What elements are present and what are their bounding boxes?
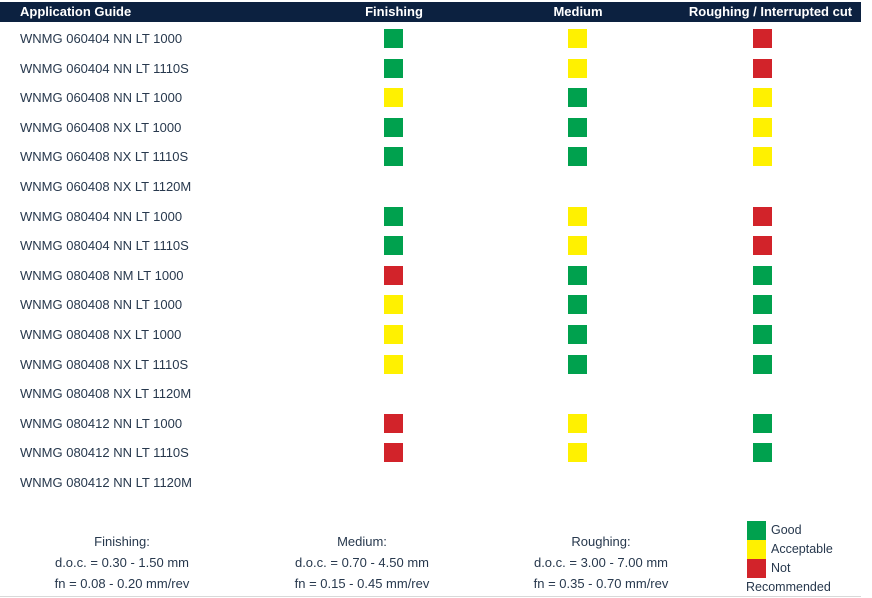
- table-row: WNMG 060404 NN LT 1110S: [0, 54, 872, 84]
- rating-square-medium: [568, 443, 587, 463]
- legend-label-not: Not: [771, 561, 791, 575]
- legend-square-not-recommended: [747, 559, 766, 578]
- table-row: WNMG 080404 NN LT 1000: [0, 202, 872, 232]
- rating-square-roughing: [753, 443, 772, 463]
- header-finishing: Finishing: [365, 4, 423, 19]
- insert-name: WNMG 080408 NX LT 1000: [20, 326, 182, 342]
- insert-name: WNMG 060408 NX LT 1000: [20, 119, 182, 135]
- insert-name: WNMG 080404 NN LT 1110S: [20, 238, 189, 254]
- rating-square-medium: [568, 117, 587, 137]
- insert-name: WNMG 060404 NN LT 1110S: [20, 60, 189, 76]
- insert-name: WNMG 060408 NN LT 1000: [20, 90, 183, 106]
- rating-square-finishing: [384, 295, 403, 315]
- insert-name: WNMG 080408 NX LT 1110S: [20, 356, 189, 372]
- legend-label-good: Good: [771, 523, 802, 537]
- table-row: WNMG 080412 NN LT 1110S: [0, 438, 872, 468]
- table-row: WNMG 060408 NX LT 1110S: [0, 142, 872, 172]
- table-row: WNMG 080404 NN LT 1110S: [0, 231, 872, 261]
- rating-square-medium: [568, 236, 587, 256]
- legend-label-acceptable: Acceptable: [771, 542, 833, 556]
- rating-square-finishing: [384, 147, 403, 167]
- rating-square-medium: [568, 295, 587, 315]
- insert-name: WNMG 080408 NN LT 1000: [20, 297, 183, 313]
- note-doc: d.o.c. = 3.00 - 7.00 mm: [533, 555, 669, 570]
- table-row: WNMG 060408 NX LT 1120M: [0, 172, 872, 202]
- table-row: WNMG 080412 NN LT 1120M: [0, 468, 872, 498]
- rating-square-medium: [568, 324, 587, 344]
- note-fn: fn = 0.08 - 0.20 mm/rev: [54, 576, 190, 591]
- rating-square-finishing: [384, 117, 403, 137]
- rating-square-medium: [568, 58, 587, 78]
- rating-square-finishing: [384, 236, 403, 256]
- rating-square-roughing: [753, 354, 772, 374]
- rating-square-roughing: [753, 117, 772, 137]
- table-row: WNMG 080408 NX LT 1120M: [0, 379, 872, 409]
- rating-square-finishing: [384, 29, 403, 48]
- header-application-guide: Application Guide: [20, 4, 132, 19]
- rating-square-medium: [568, 354, 587, 374]
- rating-square-medium: [568, 29, 587, 48]
- rating-square-roughing: [753, 265, 772, 285]
- rating-square-medium: [568, 147, 587, 167]
- note-fn: fn = 0.15 - 0.45 mm/rev: [294, 576, 430, 591]
- rating-square-finishing: [384, 443, 403, 463]
- rating-square-roughing: [753, 147, 772, 167]
- table-row: WNMG 060408 NN LT 1000: [0, 83, 872, 113]
- table-header: Application Guide Finishing Medium Rough…: [0, 2, 861, 22]
- header-roughing: Roughing / Interrupted cut: [688, 4, 853, 19]
- medium-parameters-note: Medium: d.o.c. = 0.70 - 4.50 mm fn = 0.1…: [252, 531, 472, 594]
- rating-square-roughing: [753, 88, 772, 108]
- note-doc: d.o.c. = 0.70 - 4.50 mm: [294, 555, 430, 570]
- rating-square-roughing: [753, 413, 772, 433]
- rating-square-roughing: [753, 58, 772, 78]
- insert-name: WNMG 060404 NN LT 1000: [20, 31, 183, 46]
- note-title: Finishing:: [94, 534, 150, 549]
- header-medium: Medium: [553, 4, 603, 19]
- table-row: WNMG 060404 NN LT 1000: [0, 24, 872, 54]
- rating-square-medium: [568, 265, 587, 285]
- note-title: Roughing:: [571, 534, 631, 549]
- finishing-parameters-note: Finishing: d.o.c. = 0.30 - 1.50 mm fn = …: [12, 531, 232, 594]
- rating-square-finishing: [384, 88, 403, 108]
- insert-name: WNMG 080412 NN LT 1110S: [20, 445, 189, 461]
- legend-square-good: [747, 521, 766, 540]
- rating-square-finishing: [384, 265, 403, 285]
- table-row: WNMG 080408 NN LT 1000: [0, 290, 872, 320]
- rating-square-roughing: [753, 324, 772, 344]
- note-doc: d.o.c. = 0.30 - 1.50 mm: [54, 555, 190, 570]
- note-title: Medium:: [337, 534, 387, 549]
- roughing-parameters-note: Roughing: d.o.c. = 3.00 - 7.00 mm fn = 0…: [491, 531, 711, 594]
- rating-square-finishing: [384, 324, 403, 344]
- insert-name: WNMG 060408 NX LT 1120M: [20, 178, 192, 194]
- table-row: WNMG 060408 NX LT 1000: [0, 113, 872, 143]
- table-row: WNMG 080408 NX LT 1110S: [0, 350, 872, 380]
- rating-square-medium: [568, 88, 587, 108]
- insert-name: WNMG 080412 NN LT 1120M: [20, 474, 192, 490]
- note-fn: fn = 0.35 - 0.70 mm/rev: [533, 576, 669, 591]
- legend-square-acceptable: [747, 540, 766, 559]
- rating-square-medium: [568, 206, 587, 226]
- bottom-divider: [0, 596, 861, 597]
- rating-square-finishing: [384, 58, 403, 78]
- table-row: WNMG 080412 NN LT 1000: [0, 409, 872, 439]
- table-body: WNMG 060404 NN LT 1000 WNMG 060404 NN LT…: [0, 24, 872, 498]
- rating-square-finishing: [384, 354, 403, 374]
- table-row: WNMG 080408 NX LT 1000: [0, 320, 872, 350]
- insert-name: WNMG 080408 NM LT 1000: [20, 267, 184, 283]
- rating-square-roughing: [753, 295, 772, 315]
- rating-square-medium: [568, 413, 587, 433]
- insert-name: WNMG 080408 NX LT 1120M: [20, 386, 192, 402]
- legend-label-recommended: Recommended: [746, 580, 831, 594]
- rating-square-finishing: [384, 206, 403, 226]
- insert-name: WNMG 080404 NN LT 1000: [20, 208, 183, 224]
- rating-square-finishing: [384, 413, 403, 433]
- rating-square-roughing: [753, 236, 772, 256]
- rating-square-roughing: [753, 29, 772, 48]
- insert-name: WNMG 060408 NX LT 1110S: [20, 149, 189, 165]
- insert-name: WNMG 080412 NN LT 1000: [20, 415, 183, 431]
- table-row: WNMG 080408 NM LT 1000: [0, 261, 872, 291]
- rating-square-roughing: [753, 206, 772, 226]
